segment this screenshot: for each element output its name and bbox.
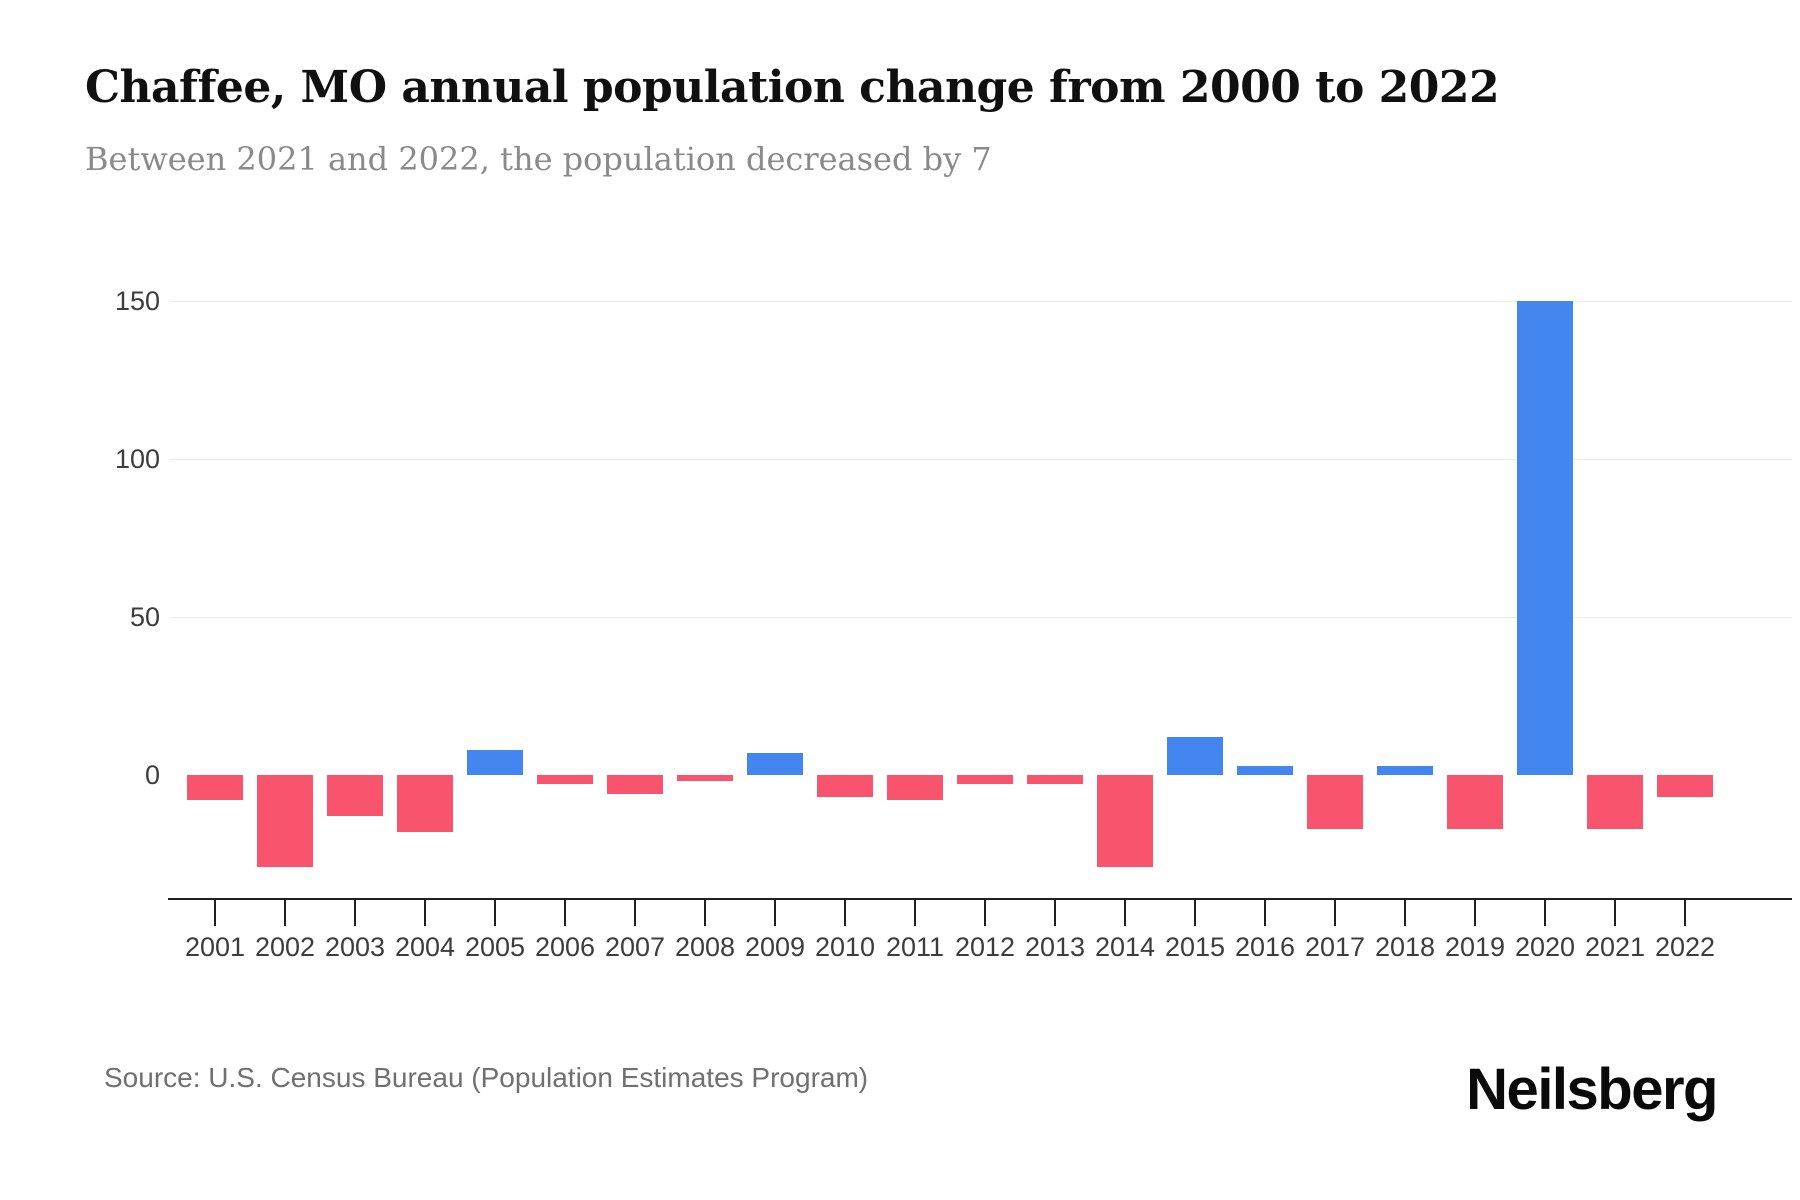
x-axis-label-2001: 2001 xyxy=(184,932,246,962)
bar-2021[interactable] xyxy=(1587,775,1643,829)
x-tick-2021 xyxy=(1614,898,1616,926)
bar-2013[interactable] xyxy=(1027,775,1083,784)
gridline-150 xyxy=(170,301,1792,302)
bar-2010[interactable] xyxy=(817,775,873,797)
x-axis-label-2014: 2014 xyxy=(1094,932,1156,962)
x-axis-label-2018: 2018 xyxy=(1374,932,1436,962)
bar-2014[interactable] xyxy=(1097,775,1153,867)
x-tick-2008 xyxy=(704,898,706,926)
y-axis-label-100: 100 xyxy=(114,444,160,474)
x-axis-label-2010: 2010 xyxy=(814,932,876,962)
x-axis-label-2020: 2020 xyxy=(1514,932,1576,962)
x-tick-2017 xyxy=(1334,898,1336,926)
bar-2009[interactable] xyxy=(747,753,803,775)
y-axis-label-0: 0 xyxy=(144,760,160,790)
x-axis-label-2015: 2015 xyxy=(1164,932,1226,962)
bar-2012[interactable] xyxy=(957,775,1013,784)
bar-2015[interactable] xyxy=(1167,737,1223,775)
x-tick-2022 xyxy=(1684,898,1686,926)
x-tick-2013 xyxy=(1054,898,1056,926)
chart-subtitle: Between 2021 and 2022, the population de… xyxy=(85,140,992,178)
x-axis-label-2002: 2002 xyxy=(254,932,316,962)
x-tick-2015 xyxy=(1194,898,1196,926)
x-axis-label-2017: 2017 xyxy=(1304,932,1366,962)
x-tick-2005 xyxy=(494,898,496,926)
bar-2020[interactable] xyxy=(1517,301,1573,775)
x-axis-label-2004: 2004 xyxy=(394,932,456,962)
x-axis-label-2012: 2012 xyxy=(954,932,1016,962)
x-tick-2016 xyxy=(1264,898,1266,926)
x-tick-2019 xyxy=(1474,898,1476,926)
x-axis-label-2021: 2021 xyxy=(1584,932,1646,962)
x-tick-2002 xyxy=(284,898,286,926)
x-tick-2020 xyxy=(1544,898,1546,926)
x-tick-2010 xyxy=(844,898,846,926)
bar-2001[interactable] xyxy=(187,775,243,800)
gridline-50 xyxy=(170,617,1792,618)
x-tick-2006 xyxy=(564,898,566,926)
x-axis-label-2022: 2022 xyxy=(1654,932,1716,962)
x-tick-2009 xyxy=(774,898,776,926)
x-axis-label-2005: 2005 xyxy=(464,932,526,962)
x-tick-2018 xyxy=(1404,898,1406,926)
x-axis-label-2007: 2007 xyxy=(604,932,666,962)
x-axis-label-2006: 2006 xyxy=(534,932,596,962)
x-tick-2001 xyxy=(214,898,216,926)
bar-2022[interactable] xyxy=(1657,775,1713,797)
neilsberg-logo: Neilsberg xyxy=(1466,1057,1718,1122)
y-axis-label-150: 150 xyxy=(114,286,160,316)
x-tick-2012 xyxy=(984,898,986,926)
bar-2017[interactable] xyxy=(1307,775,1363,829)
bar-2008[interactable] xyxy=(677,775,733,781)
x-axis-label-2013: 2013 xyxy=(1024,932,1086,962)
x-axis-label-2016: 2016 xyxy=(1234,932,1296,962)
bar-2019[interactable] xyxy=(1447,775,1503,829)
bar-2004[interactable] xyxy=(397,775,453,832)
bar-2006[interactable] xyxy=(537,775,593,784)
x-axis-label-2011: 2011 xyxy=(885,932,945,962)
x-tick-2014 xyxy=(1124,898,1126,926)
bar-2011[interactable] xyxy=(887,775,943,800)
bar-2007[interactable] xyxy=(607,775,663,794)
x-axis-label-2009: 2009 xyxy=(744,932,806,962)
gridline-100 xyxy=(170,459,1792,460)
y-axis-label-50: 50 xyxy=(129,602,160,632)
bar-2018[interactable] xyxy=(1377,766,1433,775)
chart-title: Chaffee, MO annual population change fro… xyxy=(85,62,1500,113)
bar-2016[interactable] xyxy=(1237,766,1293,775)
x-tick-2007 xyxy=(634,898,636,926)
x-axis-label-2008: 2008 xyxy=(674,932,736,962)
x-tick-2011 xyxy=(914,898,916,926)
bar-2003[interactable] xyxy=(327,775,383,816)
x-tick-2003 xyxy=(354,898,356,926)
x-axis-label-2019: 2019 xyxy=(1444,932,1506,962)
source-text: Source: U.S. Census Bureau (Population E… xyxy=(104,1062,869,1093)
x-axis-label-2003: 2003 xyxy=(324,932,386,962)
x-axis-line xyxy=(168,898,1792,900)
x-tick-2004 xyxy=(424,898,426,926)
bar-2005[interactable] xyxy=(467,750,523,775)
bar-2002[interactable] xyxy=(257,775,313,867)
